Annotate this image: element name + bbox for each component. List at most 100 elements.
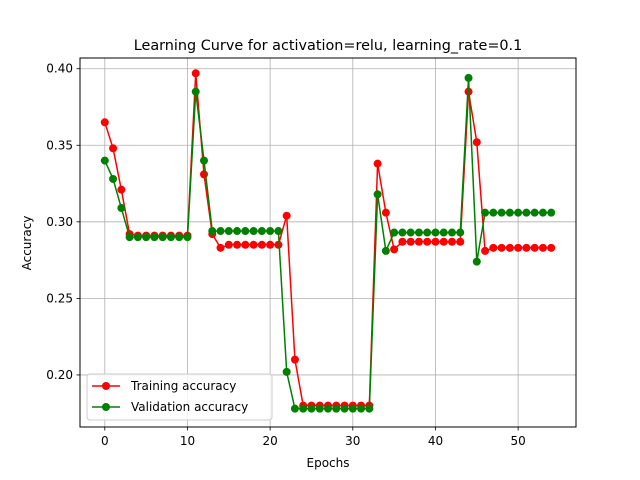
data-point-training <box>191 69 200 78</box>
data-point-training <box>505 243 514 252</box>
data-point-validation <box>431 228 440 237</box>
data-point-validation <box>274 227 283 236</box>
data-point-validation <box>324 404 332 413</box>
y-axis-label: Accuracy <box>20 216 34 271</box>
data-point-validation <box>340 404 349 413</box>
legend-label-training: Training accuracy <box>130 379 236 393</box>
data-point-validation <box>241 227 250 236</box>
data-point-validation <box>150 233 159 242</box>
x-tick-label: 20 <box>262 434 277 448</box>
x-tick-label: 0 <box>101 434 109 448</box>
data-point-training <box>472 138 481 147</box>
data-point-validation <box>266 227 275 236</box>
data-point-validation <box>365 404 374 413</box>
data-point-validation <box>398 228 407 237</box>
data-point-validation <box>224 227 233 236</box>
data-point-validation <box>142 233 151 242</box>
data-point-validation <box>406 228 415 237</box>
y-tick-label: 0.30 <box>46 215 73 229</box>
data-point-validation <box>423 228 432 237</box>
data-point-validation <box>208 227 217 236</box>
data-point-training <box>257 240 266 249</box>
x-tick-label: 30 <box>345 434 360 448</box>
data-point-training <box>522 243 531 252</box>
data-point-validation <box>390 228 399 237</box>
data-point-training <box>481 246 490 255</box>
data-point-validation <box>109 174 118 183</box>
x-tick-label: 40 <box>428 434 443 448</box>
data-point-training <box>439 237 448 246</box>
series-layer <box>100 69 556 413</box>
data-point-validation <box>200 156 208 165</box>
data-point-training <box>398 237 407 246</box>
data-point-validation <box>414 228 423 237</box>
legend-label-validation: Validation accuracy <box>131 400 248 414</box>
data-point-validation <box>489 208 498 217</box>
data-point-validation <box>166 233 175 242</box>
data-point-training <box>241 240 250 249</box>
data-point-training <box>282 211 291 220</box>
data-point-validation <box>464 73 473 82</box>
series-validation <box>100 73 556 413</box>
y-tick-label: 0.20 <box>46 368 73 382</box>
data-point-validation <box>505 208 514 217</box>
data-point-training <box>538 243 547 252</box>
data-point-validation <box>472 257 481 266</box>
data-point-training <box>448 237 456 246</box>
x-tick-label: 10 <box>180 434 195 448</box>
data-point-training <box>547 243 556 252</box>
data-point-validation <box>191 87 200 96</box>
data-point-validation <box>497 208 506 217</box>
y-tick-label: 0.40 <box>46 62 73 76</box>
data-point-training <box>406 237 415 246</box>
data-point-training <box>390 245 399 254</box>
x-tick-label: 50 <box>510 434 525 448</box>
data-point-validation <box>538 208 547 217</box>
data-point-validation <box>249 227 258 236</box>
data-point-validation <box>332 404 341 413</box>
data-point-validation <box>233 227 242 236</box>
data-point-training <box>274 240 283 249</box>
data-point-training <box>100 118 109 127</box>
data-point-validation <box>299 404 308 413</box>
legend-box <box>86 373 273 421</box>
data-point-training <box>373 159 382 168</box>
data-point-validation <box>530 208 539 217</box>
y-tick-label: 0.35 <box>46 138 73 152</box>
data-point-validation <box>183 233 192 242</box>
data-point-validation <box>133 233 142 242</box>
data-point-validation <box>117 204 126 213</box>
data-point-validation <box>547 208 556 217</box>
data-point-validation <box>125 233 134 242</box>
data-point-training <box>266 240 275 249</box>
data-point-validation <box>282 367 291 376</box>
legend: Training accuracy Validation accuracy <box>86 373 273 421</box>
data-point-validation <box>175 233 184 242</box>
data-point-training <box>514 243 523 252</box>
ticks: 0 10 20 30 40 50 0.20 0.25 0.30 0.35 0.40 <box>46 62 525 448</box>
data-point-training <box>497 243 506 252</box>
data-point-training <box>224 240 233 249</box>
data-point-validation <box>216 227 225 236</box>
x-axis-label: Epochs <box>307 456 350 470</box>
data-point-validation <box>100 156 109 165</box>
data-point-training <box>381 208 390 217</box>
data-point-validation <box>357 404 366 413</box>
data-point-training <box>489 243 498 252</box>
legend-marker-training <box>102 382 110 390</box>
data-point-validation <box>439 228 448 237</box>
data-point-training <box>233 240 242 249</box>
y-tick-label: 0.25 <box>46 291 73 305</box>
data-point-training <box>423 237 432 246</box>
data-point-validation <box>315 404 324 413</box>
data-point-training <box>200 170 208 179</box>
data-point-training <box>431 237 440 246</box>
data-point-validation <box>514 208 523 217</box>
data-point-training <box>109 144 118 153</box>
chart-title: Learning Curve for activation=relu, lear… <box>134 38 523 54</box>
data-point-validation <box>456 228 465 237</box>
data-point-validation <box>307 404 316 413</box>
data-point-training <box>249 240 258 249</box>
data-point-validation <box>158 233 167 242</box>
